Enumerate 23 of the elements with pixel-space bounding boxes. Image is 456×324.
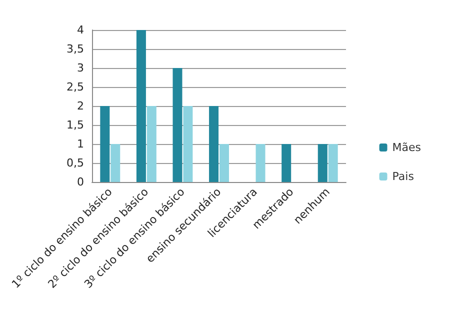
legend-label: Pais — [392, 170, 414, 183]
bar — [318, 144, 328, 182]
y-tick-label: 0,5 — [66, 156, 84, 170]
y-tick-label: 2,5 — [66, 80, 84, 94]
y-tick-label: 1 — [77, 138, 84, 150]
legend-label: Mães — [392, 141, 422, 154]
y-tick-label: 0 — [77, 176, 84, 188]
bar — [146, 106, 156, 182]
bar — [136, 30, 146, 182]
bar — [209, 106, 219, 182]
bar — [100, 106, 110, 182]
bar — [172, 68, 182, 182]
bar — [110, 144, 120, 182]
bar — [282, 144, 292, 182]
y-tick-label: 4 — [77, 24, 84, 36]
bar — [183, 106, 193, 182]
y-tick-label: 3 — [77, 62, 84, 74]
bar — [328, 144, 338, 182]
bar — [219, 144, 229, 182]
y-tick-label: 2 — [77, 100, 84, 112]
bar — [256, 144, 266, 182]
y-tick-label: 1,5 — [66, 118, 84, 132]
y-tick-label: 3,5 — [66, 42, 84, 56]
